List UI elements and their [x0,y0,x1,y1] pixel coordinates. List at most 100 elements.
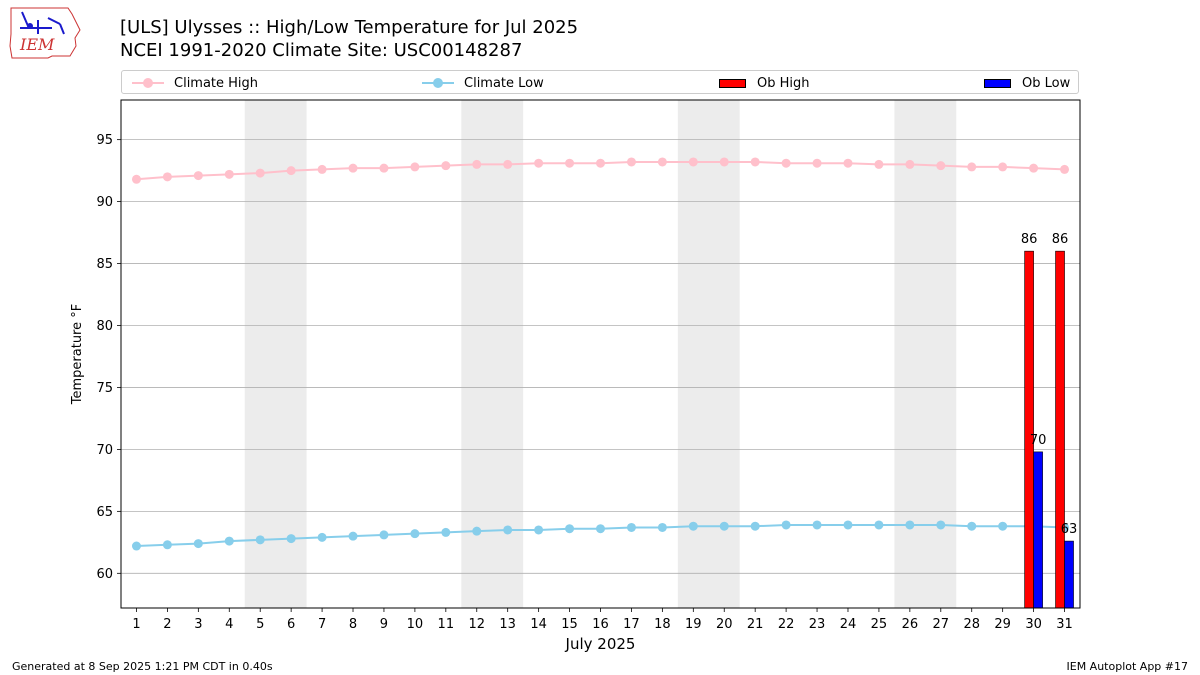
climate-high-point [565,158,575,168]
legend-label-climate-high: Climate High [174,75,259,91]
ob-low-bar [1064,540,1074,609]
x-tick-label: 31 [1056,617,1073,632]
chart-title: [ULS] Ulysses :: High/Low Temperature fo… [120,17,579,38]
climate-low-point [410,529,420,539]
legend-swatch-ob-high [719,78,746,88]
x-tick-label: 13 [499,617,516,632]
climate-high-point [1060,164,1070,174]
x-tick-label: 28 [963,617,980,632]
ob-low-value-label: 63 [1061,522,1078,537]
x-tick-label: 24 [840,617,857,632]
logo-text: IEM [19,35,55,54]
x-tick-label: 15 [561,617,578,632]
climate-high-point [441,161,451,171]
x-tick-label: 9 [380,617,388,632]
y-tick-label: 65 [96,505,113,520]
legend-swatch-ob-low [984,78,1011,88]
climate-low-point [843,520,853,530]
climate-low-point [224,536,234,546]
x-tick-label: 1 [132,617,140,632]
climate-high-point [503,159,513,169]
climate-low-point [657,522,667,532]
x-tick-label: 7 [318,617,326,632]
x-tick-label: 18 [654,617,671,632]
legend-label-ob-low: Ob Low [1022,75,1071,91]
climate-high-point [843,158,853,168]
chart-legend: Climate High Climate Low Ob High Ob Low [121,70,1079,94]
climate-low-point [317,532,327,542]
y-tick-label: 80 [96,319,113,334]
climate-high-point [193,171,203,181]
ob-low-value-label: 70 [1030,433,1047,448]
climate-high-point [750,157,760,167]
x-tick-label: 26 [902,617,919,632]
x-tick-label: 16 [592,617,609,632]
climate-high-point [998,162,1008,172]
climate-high-point [224,169,234,179]
legend-label-climate-low: Climate Low [464,75,544,91]
x-tick-label: 20 [716,617,733,632]
climate-high-point [1029,163,1039,173]
climate-low-point [348,531,358,541]
climate-low-point [503,525,513,535]
weekend-band [461,100,524,608]
x-tick-label: 2 [163,617,171,632]
weekend-band [894,100,957,608]
climate-low-point [131,541,141,551]
climate-low-point [162,540,172,550]
x-tick-label: 22 [778,617,795,632]
climate-low-point [255,535,265,545]
legend-item-ob-low: Ob Low [984,74,1070,92]
legend-item-climate-high: Climate High [132,74,258,92]
ob-high-value-label: 86 [1052,232,1069,247]
x-tick-label: 17 [623,617,640,632]
climate-low-point [534,525,544,535]
climate-low-point [626,522,636,532]
climate-low-point [719,521,729,531]
y-tick-label: 60 [96,567,113,582]
climate-high-point [596,158,605,168]
climate-low-point [750,521,760,531]
ob-low-bar [1033,451,1043,609]
y-tick-label: 90 [96,195,113,210]
weekend-band [244,100,307,608]
x-tick-label: 23 [809,617,826,632]
x-tick-label: 21 [747,617,764,632]
climate-high-point [719,157,729,167]
x-tick-label: 6 [287,617,295,632]
climate-high-point [534,158,544,168]
y-axis-label: Temperature °F [70,304,85,405]
climate-low-point [998,521,1008,531]
x-tick-label: 4 [225,617,233,632]
climate-high-point [162,172,172,182]
climate-high-point [874,159,884,169]
climate-low-point [472,526,482,536]
climate-low-point [936,520,946,530]
y-tick-label: 95 [96,133,113,148]
climate-low-point [596,524,605,534]
footer-generated: Generated at 8 Sep 2025 1:21 PM CDT in 0… [12,660,273,673]
x-tick-label: 25 [871,617,888,632]
ob-high-bar [1024,250,1034,609]
ob-high-bar [1055,250,1065,609]
x-tick-label: 3 [194,617,202,632]
climate-low-point [565,524,575,534]
legend-swatch-climate-low [422,77,454,89]
x-tick-label: 19 [685,617,702,632]
climate-high-point [688,157,698,167]
y-tick-label: 85 [96,257,113,272]
x-axis-label: July 2025 [565,635,636,653]
climate-low-point [781,520,791,530]
climate-high-point [967,162,977,172]
climate-high-point [905,159,915,169]
climate-high-point [812,158,822,168]
climate-low-point [812,520,822,530]
x-tick-label: 5 [256,617,264,632]
climate-high-point [657,157,667,167]
climate-low-point [874,520,884,530]
climate-high-point [781,158,791,168]
climate-high-point [255,168,265,178]
x-tick-label: 8 [349,617,357,632]
legend-item-climate-low: Climate Low [422,74,544,92]
x-tick-label: 14 [530,617,547,632]
